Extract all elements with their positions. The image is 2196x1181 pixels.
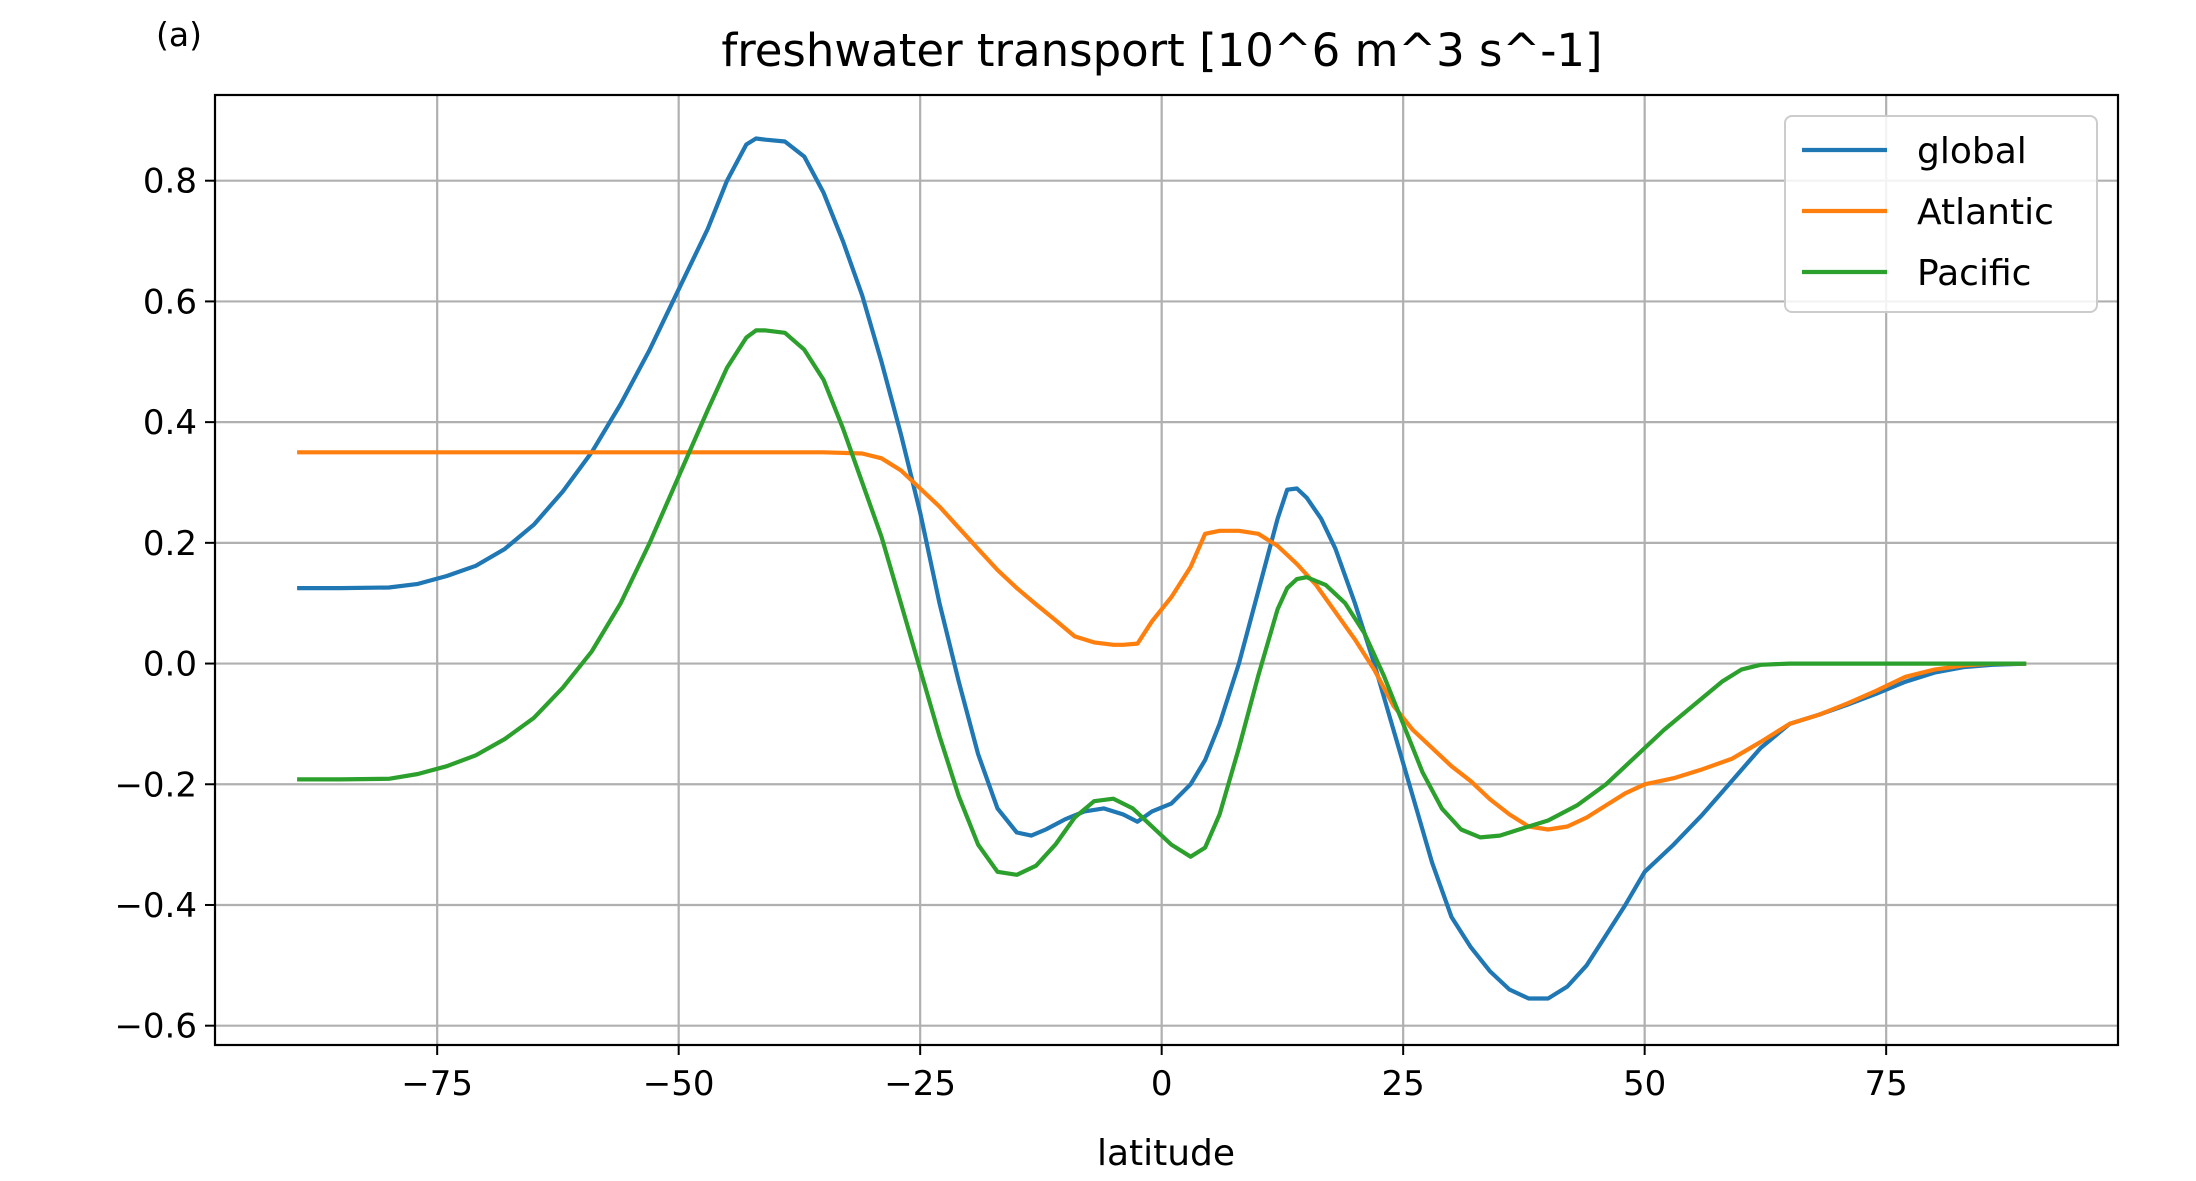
series-layer	[297, 136, 2027, 1001]
legend-label-atlantic: Atlantic	[1917, 192, 2054, 233]
x-tick-label: 25	[1382, 1064, 1425, 1104]
legend: global Atlantic Pacific	[1784, 115, 2098, 313]
y-tick-label: −0.4	[114, 886, 197, 926]
chart-title: freshwater transport [10^6 m^3 s^-1]	[721, 24, 1602, 77]
x-tick-label: −75	[401, 1064, 473, 1104]
y-tick-label: −0.2	[114, 765, 197, 805]
y-tick-label: 0.6	[143, 282, 197, 322]
legend-label-global: global	[1917, 131, 2027, 172]
y-tick-label: 0.0	[143, 645, 197, 685]
legend-box	[1784, 115, 2098, 313]
series-line-atlantic	[297, 450, 2027, 832]
panel-label: (a)	[156, 15, 202, 54]
y-tick-label: −0.6	[114, 1007, 197, 1047]
x-tick-label: −50	[643, 1064, 715, 1104]
legend-label-pacific: Pacific	[1917, 253, 2031, 294]
y-tick-label: 0.2	[143, 524, 197, 564]
series-line-global	[297, 136, 2027, 1001]
y-tick-label: 0.8	[143, 162, 197, 202]
series-line-pacific	[297, 328, 2027, 877]
x-tick-label: 50	[1623, 1064, 1666, 1104]
axis-ticks: −75 −50 −25 0 25 50 75 −0.6 −0.4 −0.2 0.0 0.2 0.4 0.6…	[114, 162, 1907, 1104]
x-axis-label: latitude	[1097, 1133, 1235, 1174]
y-tick-label: 0.4	[143, 403, 197, 443]
x-tick-label: 0	[1151, 1064, 1173, 1104]
plot-frame	[213, 93, 2120, 1047]
legend-items: global Atlantic Pacific	[1802, 131, 2054, 294]
x-tick-label: 75	[1865, 1064, 1908, 1104]
x-tick-label: −25	[884, 1064, 956, 1104]
